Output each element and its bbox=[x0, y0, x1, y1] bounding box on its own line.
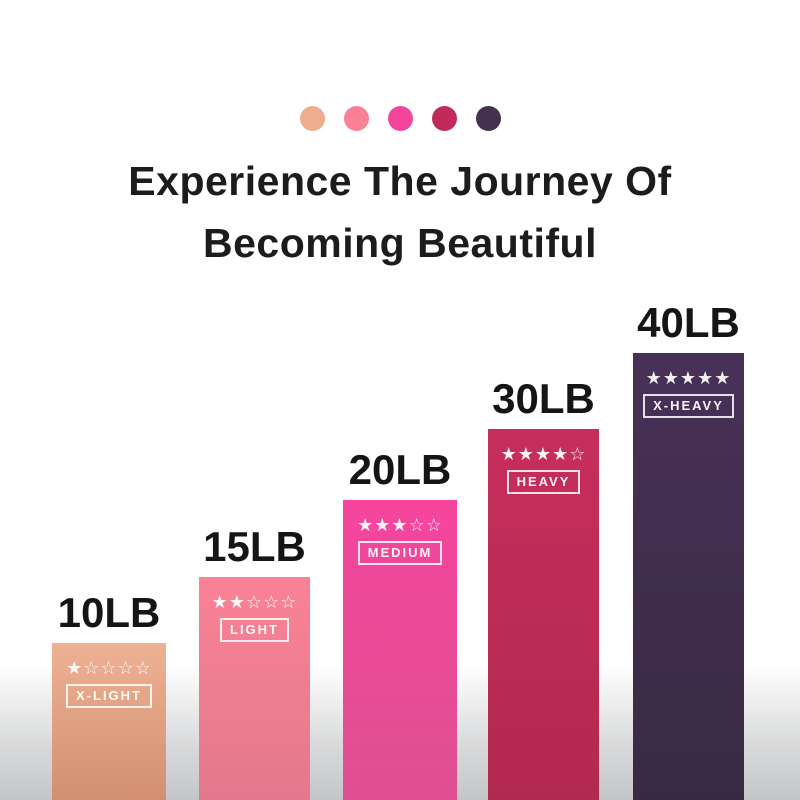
bar-weight-label: 20LB bbox=[348, 446, 452, 493]
page-title-line2: Becoming Beautiful bbox=[203, 220, 597, 266]
bar-level-badge: MEDIUM bbox=[357, 541, 443, 565]
weight-bar: 30LB ★★★★☆ HEAVY bbox=[488, 378, 599, 800]
light-dot bbox=[343, 106, 369, 131]
medium-dot bbox=[387, 106, 413, 131]
weight-bar: 20LB ★★★☆☆ MEDIUM bbox=[343, 449, 457, 800]
bar-weight-label: 30LB bbox=[492, 375, 595, 422]
bar-weight-label: 15LB bbox=[203, 523, 306, 570]
star-rating-icons: ★★★★★ bbox=[645, 368, 732, 389]
weight-bar: 15LB ★★☆☆☆ LIGHT bbox=[199, 526, 310, 800]
x-heavy-dot bbox=[475, 106, 501, 131]
star-rating-icons: ★★☆☆☆ bbox=[211, 592, 298, 613]
weight-bar: 40LB ★★★★★ X-HEAVY bbox=[633, 302, 744, 800]
bar-level-badge: LIGHT bbox=[220, 618, 289, 642]
bar-level-badge: X-LIGHT bbox=[66, 684, 152, 708]
bar-level-badge: X-HEAVY bbox=[643, 394, 734, 418]
palette-dots-row bbox=[0, 106, 800, 131]
weight-bar: 10LB ★☆☆☆☆ X-LIGHT bbox=[52, 592, 166, 800]
bar-level-badge: HEAVY bbox=[506, 470, 581, 494]
page-title: Experience The Journey Of Becoming Beaut… bbox=[0, 150, 800, 274]
star-rating-icons: ★☆☆☆☆ bbox=[66, 658, 152, 679]
x-light-dot bbox=[299, 106, 325, 131]
star-rating-icons: ★★★★☆ bbox=[500, 444, 587, 465]
heavy-dot bbox=[431, 106, 457, 131]
star-rating-icons: ★★★☆☆ bbox=[357, 515, 443, 536]
page-title-line1: Experience The Journey Of bbox=[128, 158, 672, 204]
bar-weight-label: 40LB bbox=[637, 299, 740, 346]
bar-weight-label: 10LB bbox=[57, 589, 161, 636]
